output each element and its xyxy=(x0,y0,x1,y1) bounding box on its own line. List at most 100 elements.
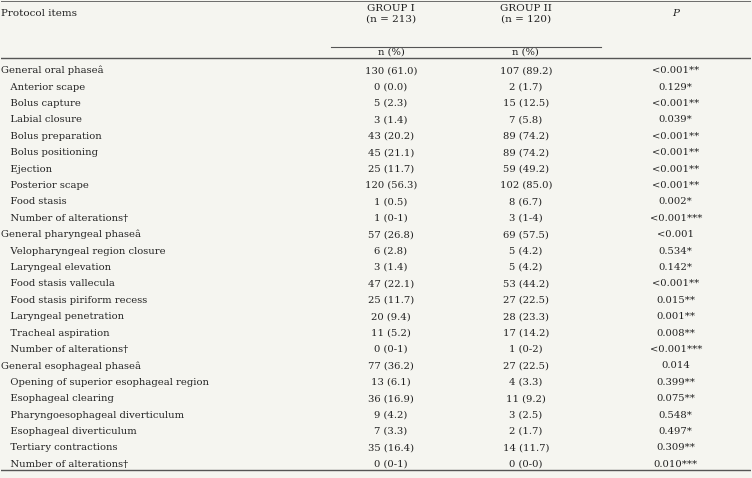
Text: 27 (22.5): 27 (22.5) xyxy=(503,296,549,305)
Text: Protocol items: Protocol items xyxy=(2,9,77,18)
Text: Esophageal diverticulum: Esophageal diverticulum xyxy=(2,427,137,436)
Text: Number of alterations†: Number of alterations† xyxy=(2,345,129,354)
Text: <0.001**: <0.001** xyxy=(652,181,699,190)
Text: 102 (85.0): 102 (85.0) xyxy=(499,181,552,190)
Text: 17 (14.2): 17 (14.2) xyxy=(502,328,549,337)
Text: Laryngeal penetration: Laryngeal penetration xyxy=(2,312,125,321)
Text: <0.001**: <0.001** xyxy=(652,148,699,157)
Text: 69 (57.5): 69 (57.5) xyxy=(503,230,549,239)
Text: 89 (74.2): 89 (74.2) xyxy=(503,148,549,157)
Text: n (%): n (%) xyxy=(512,47,539,56)
Text: 0 (0-1): 0 (0-1) xyxy=(374,345,408,354)
Text: Bolus capture: Bolus capture xyxy=(2,99,81,108)
Text: 0.309**: 0.309** xyxy=(656,444,695,452)
Text: 0.002*: 0.002* xyxy=(659,197,693,206)
Text: 57 (26.8): 57 (26.8) xyxy=(368,230,414,239)
Text: 35 (16.4): 35 (16.4) xyxy=(368,444,414,452)
Text: General oral phaseâ: General oral phaseâ xyxy=(2,66,104,76)
Text: 0.534*: 0.534* xyxy=(659,247,693,256)
Text: 0.014: 0.014 xyxy=(661,361,690,370)
Text: Ejection: Ejection xyxy=(2,164,53,174)
Text: 6 (2.8): 6 (2.8) xyxy=(374,247,408,256)
Text: General esophageal phaseâ: General esophageal phaseâ xyxy=(2,361,141,370)
Text: <0.001**: <0.001** xyxy=(652,164,699,174)
Text: 36 (16.9): 36 (16.9) xyxy=(368,394,414,403)
Text: 7 (5.8): 7 (5.8) xyxy=(509,115,542,124)
Text: <0.001**: <0.001** xyxy=(652,66,699,75)
Text: 2 (1.7): 2 (1.7) xyxy=(509,83,542,92)
Text: <0.001***: <0.001*** xyxy=(650,345,702,354)
Text: 43 (20.2): 43 (20.2) xyxy=(368,132,414,141)
Text: Tracheal aspiration: Tracheal aspiration xyxy=(2,328,110,337)
Text: 3 (1-4): 3 (1-4) xyxy=(509,214,543,223)
Text: 0.039*: 0.039* xyxy=(659,115,693,124)
Text: Food stasis: Food stasis xyxy=(2,197,67,206)
Text: Opening of superior esophageal region: Opening of superior esophageal region xyxy=(2,378,209,387)
Text: Pharyngoesophageal diverticulum: Pharyngoesophageal diverticulum xyxy=(2,411,184,420)
Text: 0 (0-0): 0 (0-0) xyxy=(509,460,543,469)
Text: Velopharyngeal region closure: Velopharyngeal region closure xyxy=(2,247,166,256)
Text: <0.001**: <0.001** xyxy=(652,99,699,108)
Text: 3 (1.4): 3 (1.4) xyxy=(374,115,408,124)
Text: 1 (0-1): 1 (0-1) xyxy=(374,214,408,223)
Text: 13 (6.1): 13 (6.1) xyxy=(371,378,411,387)
Text: Esophageal clearing: Esophageal clearing xyxy=(2,394,114,403)
Text: 0.075**: 0.075** xyxy=(656,394,695,403)
Text: GROUP I
(n = 213): GROUP I (n = 213) xyxy=(366,4,416,23)
Text: 27 (22.5): 27 (22.5) xyxy=(503,361,549,370)
Text: <0.001**: <0.001** xyxy=(652,132,699,141)
Text: 8 (6.7): 8 (6.7) xyxy=(509,197,542,206)
Text: 15 (12.5): 15 (12.5) xyxy=(503,99,549,108)
Text: Number of alterations†: Number of alterations† xyxy=(2,214,129,223)
Text: 5 (4.2): 5 (4.2) xyxy=(509,263,542,272)
Text: 89 (74.2): 89 (74.2) xyxy=(503,132,549,141)
Text: GROUP II
(n = 120): GROUP II (n = 120) xyxy=(500,4,552,23)
Text: Tertiary contractions: Tertiary contractions xyxy=(2,444,118,452)
Text: 107 (89.2): 107 (89.2) xyxy=(499,66,552,75)
Text: 3 (1.4): 3 (1.4) xyxy=(374,263,408,272)
Text: 0.008**: 0.008** xyxy=(656,328,695,337)
Text: General pharyngeal phaseâ: General pharyngeal phaseâ xyxy=(2,230,141,239)
Text: 130 (61.0): 130 (61.0) xyxy=(365,66,417,75)
Text: Labial closure: Labial closure xyxy=(2,115,83,124)
Text: 0.010***: 0.010*** xyxy=(653,460,698,469)
Text: Laryngeal elevation: Laryngeal elevation xyxy=(2,263,111,272)
Text: 20 (9.4): 20 (9.4) xyxy=(371,312,411,321)
Text: 0.548*: 0.548* xyxy=(659,411,693,420)
Text: 0.001**: 0.001** xyxy=(656,312,695,321)
Text: P: P xyxy=(672,9,679,18)
Text: 45 (21.1): 45 (21.1) xyxy=(368,148,414,157)
Text: 0.142*: 0.142* xyxy=(659,263,693,272)
Text: 1 (0-2): 1 (0-2) xyxy=(509,345,543,354)
Text: 3 (2.5): 3 (2.5) xyxy=(509,411,542,420)
Text: 120 (56.3): 120 (56.3) xyxy=(365,181,417,190)
Text: 1 (0.5): 1 (0.5) xyxy=(374,197,408,206)
Text: n (%): n (%) xyxy=(378,47,405,56)
Text: 25 (11.7): 25 (11.7) xyxy=(368,296,414,305)
Text: 5 (2.3): 5 (2.3) xyxy=(374,99,408,108)
Text: 77 (36.2): 77 (36.2) xyxy=(368,361,414,370)
Text: Bolus preparation: Bolus preparation xyxy=(2,132,102,141)
Text: Food stasis vallecula: Food stasis vallecula xyxy=(2,280,115,288)
Text: 7 (3.3): 7 (3.3) xyxy=(374,427,408,436)
Text: 0.015**: 0.015** xyxy=(656,296,695,305)
Text: <0.001***: <0.001*** xyxy=(650,214,702,223)
Text: 53 (44.2): 53 (44.2) xyxy=(503,280,549,288)
Text: 4 (3.3): 4 (3.3) xyxy=(509,378,542,387)
Text: 2 (1.7): 2 (1.7) xyxy=(509,427,542,436)
Text: Food stasis piriform recess: Food stasis piriform recess xyxy=(2,296,147,305)
Text: 25 (11.7): 25 (11.7) xyxy=(368,164,414,174)
Text: 0 (0-1): 0 (0-1) xyxy=(374,460,408,469)
Text: Number of alterations†: Number of alterations† xyxy=(2,460,129,469)
Text: 0.399**: 0.399** xyxy=(656,378,695,387)
Text: 11 (9.2): 11 (9.2) xyxy=(506,394,546,403)
Text: 9 (4.2): 9 (4.2) xyxy=(374,411,408,420)
Text: 28 (23.3): 28 (23.3) xyxy=(503,312,549,321)
Text: Bolus positioning: Bolus positioning xyxy=(2,148,99,157)
Text: 0.129*: 0.129* xyxy=(659,83,693,92)
Text: 5 (4.2): 5 (4.2) xyxy=(509,247,542,256)
Text: Posterior scape: Posterior scape xyxy=(2,181,89,190)
Text: 14 (11.7): 14 (11.7) xyxy=(502,444,549,452)
Text: 0 (0.0): 0 (0.0) xyxy=(374,83,408,92)
Text: Anterior scape: Anterior scape xyxy=(2,83,86,92)
